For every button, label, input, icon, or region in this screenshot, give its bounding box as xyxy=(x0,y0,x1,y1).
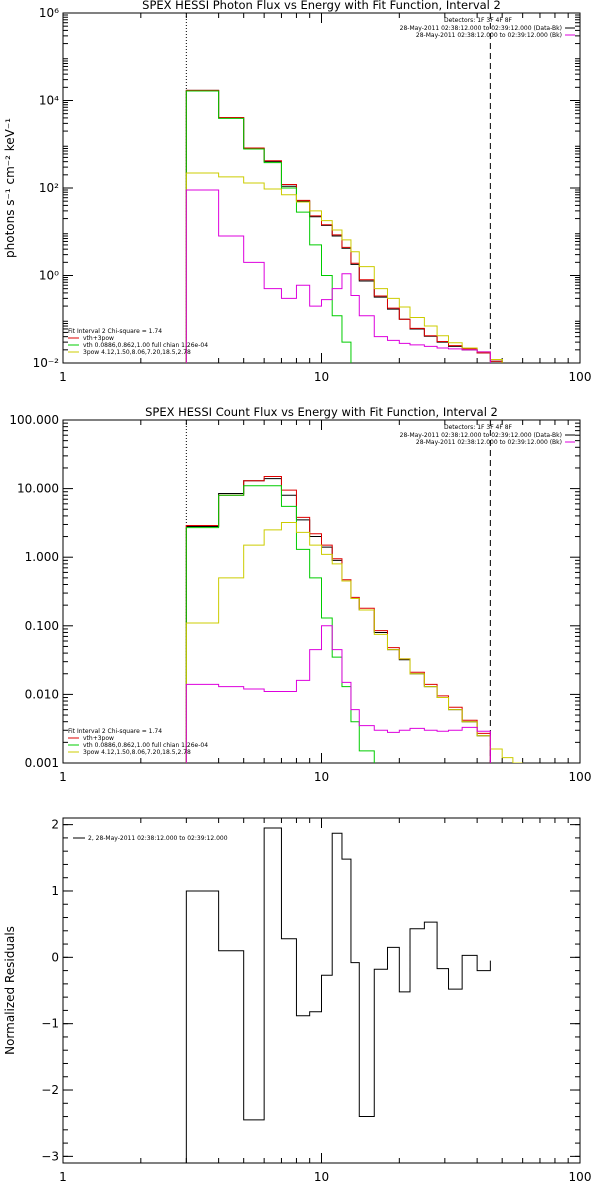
series-line-4 xyxy=(185,172,503,363)
series-line-5 xyxy=(185,189,491,363)
y-tick-label: 0.001 xyxy=(25,756,59,770)
legend-bottom-header: Fit Interval 2 Chi-square = 1.74 xyxy=(68,728,162,735)
y-tick-label: 10⁻² xyxy=(33,356,60,370)
y-tick-label: 10² xyxy=(39,181,59,195)
y-tick-label: 0 xyxy=(51,950,59,964)
y-axis-label: photons s⁻¹ cm⁻² keV⁻¹ xyxy=(3,118,17,258)
y-tick-label: 100.000 xyxy=(9,413,59,427)
series-line-4 xyxy=(185,522,523,763)
x-tick-label: 10 xyxy=(314,770,329,784)
x-tick-label: 1 xyxy=(59,370,67,384)
series-line-1 xyxy=(185,89,503,363)
y-tick-label: 1.000 xyxy=(25,550,59,564)
y-tick-label: 2 xyxy=(51,818,59,832)
chart-title: SPEX HESSI Count Flux vs Energy with Fit… xyxy=(145,405,498,419)
series-line-1 xyxy=(185,478,491,763)
legend-bottom-entry: vth+3pow xyxy=(83,735,114,742)
legend-top-entry: 28-May-2011 02:38:12.000 to 02:39:12.000… xyxy=(416,439,562,446)
x-tick-label: 100 xyxy=(569,1170,592,1184)
legend-top-entry: 2, 28-May-2011 02:38:12.000 to 02:39:12.… xyxy=(88,835,228,842)
y-axis-label: Normalized Residuals xyxy=(3,926,17,1055)
y-tick-label: 0.010 xyxy=(25,687,59,701)
chart-panel-3: Normalized Residuals 1 10 100 −3 −2 −1 0 1 2 2, 28… xyxy=(3,817,592,1184)
y-tick-label: 10⁰ xyxy=(39,269,59,283)
x-tick-label: 100 xyxy=(569,770,592,784)
legend-top-header: Detectors: 1F 3F 4F 8F xyxy=(444,424,513,431)
x-tick-label: 1 xyxy=(59,770,67,784)
series-line-2 xyxy=(185,89,503,363)
legend-top-entry: 28-May-2011 02:38:12.000 to 02:39:12.000… xyxy=(400,25,562,32)
series-line-3 xyxy=(185,90,360,363)
data-series-group xyxy=(185,827,491,1163)
legend-top-header: Detectors: 1F 3F 4F 8F xyxy=(444,17,513,24)
legend-top-entry: 28-May-2011 02:38:12.000 to 02:39:12.000… xyxy=(400,432,562,439)
series-line-3 xyxy=(185,485,375,763)
legend-bottom-entry: 3pow 4.12,1.50,8.06,7.20,18.5,2.78 xyxy=(83,349,191,356)
data-series-group xyxy=(185,89,503,363)
y-tick-label: 10⁶ xyxy=(39,6,59,20)
legend-bottom-header: Fit Interval 2 Chi-square = 1.74 xyxy=(68,328,162,335)
y-tick-label: −2 xyxy=(41,1083,59,1097)
series-line-2 xyxy=(185,476,491,763)
legend-bottom-entry: vth 0.0886,0.862,1.00 full chian 1.26e-0… xyxy=(83,742,208,749)
data-series-group xyxy=(185,476,523,763)
x-tick-label: 1 xyxy=(59,1170,67,1184)
y-tick-label: −1 xyxy=(41,1017,59,1031)
legend-bottom-entry: vth 0.0886,0.862,1.00 full chian 1.26e-0… xyxy=(83,342,208,349)
legend-bottom-entry: 3pow 4.12,1.50,8.06,7.20,18.5,2.78 xyxy=(83,749,191,756)
x-tick-label: 10 xyxy=(314,1170,329,1184)
series-line-1 xyxy=(185,827,491,1163)
y-tick-label: 1 xyxy=(51,884,59,898)
series-line-5 xyxy=(185,625,491,763)
chart-title: SPEX HESSI Photon Flux vs Energy with Fi… xyxy=(142,0,501,12)
legend-top-entry: 28-May-2011 02:38:12.000 to 02:39:12.000… xyxy=(416,32,562,39)
chart-panel-1: SPEX HESSI Photon Flux vs Energy with Fi… xyxy=(3,0,591,384)
axes-box xyxy=(62,12,581,364)
legend-bottom-entry: vth+3pow xyxy=(83,335,114,342)
y-tick-label: 10.000 xyxy=(17,482,59,496)
x-tick-label: 100 xyxy=(569,370,592,384)
y-tick-label: −3 xyxy=(41,1149,59,1163)
x-tick-label: 10 xyxy=(314,370,329,384)
chart-panel-2: SPEX HESSI Count Flux vs Energy with Fit… xyxy=(9,405,591,784)
y-tick-label: 0.100 xyxy=(25,619,59,633)
y-tick-label: 10⁴ xyxy=(39,94,59,108)
